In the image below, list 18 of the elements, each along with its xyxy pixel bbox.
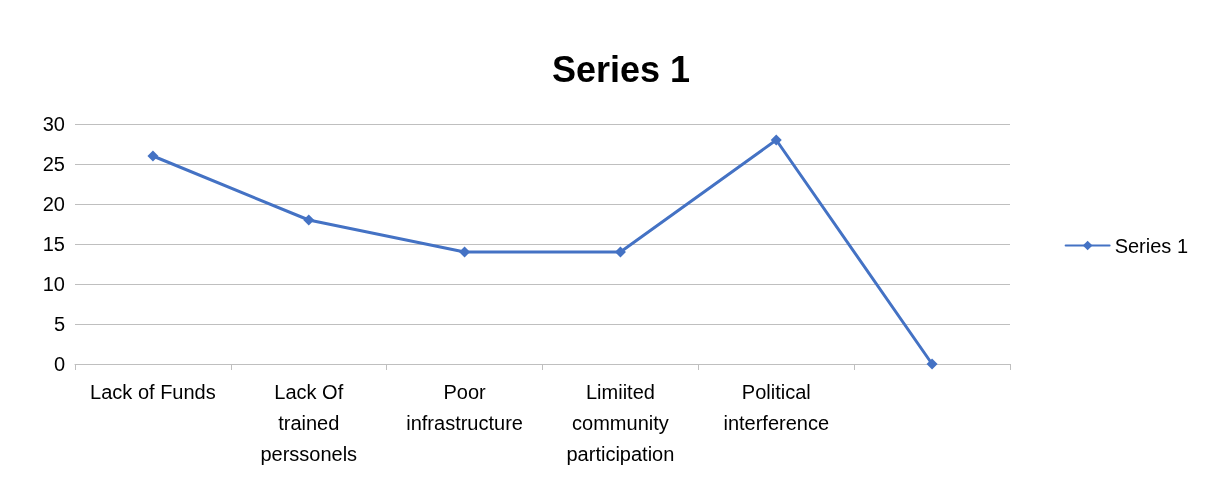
- x-tick-label: Political interference: [723, 380, 830, 434]
- y-tick-label: 25: [42, 153, 65, 175]
- x-tick-label: Poor infrastructure: [406, 380, 523, 434]
- y-tick-label: 20: [42, 193, 65, 215]
- x-tick-label: Lack Of trained perssonels: [260, 380, 358, 465]
- point: [926, 358, 938, 370]
- chart-title: Series 1: [551, 48, 691, 90]
- x-tick-label: Lack of Funds: [90, 380, 216, 403]
- y-tick-label: 15: [42, 233, 65, 255]
- y-tick-label: 0: [53, 353, 65, 375]
- point: [303, 214, 315, 226]
- y-tick-label: 5: [53, 313, 65, 335]
- legend-label: Series 1: [1114, 234, 1189, 257]
- y-tick-label: 30: [42, 113, 65, 135]
- y-tick-label: 10: [42, 273, 65, 295]
- point: [147, 150, 159, 162]
- point: [770, 134, 782, 146]
- x-tick-label: Limiited community participation: [566, 380, 675, 465]
